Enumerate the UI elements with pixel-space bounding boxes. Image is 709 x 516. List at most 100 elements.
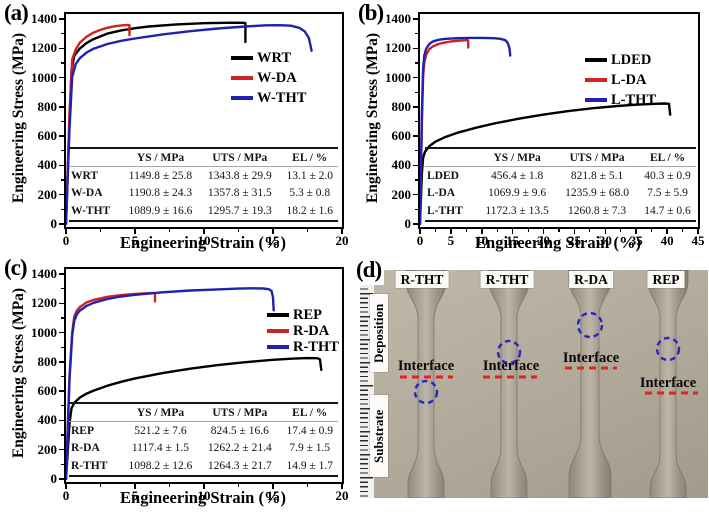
table-row: R-THT 1098.2 ± 12.6 1264.3 ± 21.7 14.9 ± 1.… [69, 457, 338, 475]
interface-label: Interface [562, 350, 620, 366]
x-tick-label: 5 [131, 488, 139, 503]
x-minor-tick [558, 229, 560, 232]
legend: WRT W-DA W-THT [231, 48, 306, 108]
table-cell: 14.7 ± 0.6 [644, 204, 691, 217]
y-tick [59, 448, 64, 451]
x-tick [635, 229, 637, 234]
x-axis-title: Engineering Strain (%) [120, 488, 286, 507]
tensile-specimen [405, 270, 447, 498]
y-tick-label: 400 [37, 412, 58, 428]
table-cell: 40.3 ± 0.9 [644, 169, 691, 182]
legend-label: LDED [611, 51, 652, 68]
y-minor-tick [415, 179, 418, 181]
x-tick-label: 30 [598, 233, 612, 248]
x-tick [666, 229, 668, 234]
y-minor-tick [61, 405, 64, 407]
x-axis-title: Engineering Strain (%) [120, 233, 286, 252]
y-tick [59, 273, 64, 275]
x-tick-label: 10 [475, 233, 489, 248]
legend: REP R-DA R-THT [267, 307, 339, 355]
y-tick [59, 331, 64, 334]
x-minor-tick [496, 229, 498, 232]
x-minor-tick [237, 229, 240, 232]
y-tick [413, 76, 418, 79]
legend-item: L-DA [585, 70, 656, 90]
legend-label: REP [293, 306, 322, 323]
table-cell: 821.8 ± 5.1 [570, 169, 624, 182]
x-tick [341, 484, 343, 489]
legend-swatch [231, 56, 253, 60]
y-tick-label: 1200 [31, 295, 57, 311]
y-tick [59, 419, 64, 422]
curve-WRT [66, 21, 247, 226]
specimen-name-label: R-THT [395, 271, 449, 288]
table-cell: 1098.2 ± 12.6 [128, 459, 193, 472]
y-minor-tick [61, 375, 64, 378]
tensile-specimen [568, 270, 612, 498]
y-minor-tick [61, 120, 64, 123]
y-tick-label: 1200 [385, 40, 411, 56]
table-cell: 7.5 ± 5.9 [647, 187, 688, 200]
table-cell: 1260.8 ± 7.3 [568, 204, 627, 217]
table-header-cell [425, 148, 480, 168]
y-tick [413, 135, 418, 137]
tensile-specimen [488, 270, 530, 498]
table-header-cell: EL / % [639, 148, 696, 168]
results-table-container: YS / MPa UTS / MPa EL / % REP 521.2 ± 7.6 824… [69, 402, 338, 477]
y-minor-tick [61, 317, 64, 319]
x-tick [134, 229, 136, 234]
x-tick-label: 45 [691, 233, 705, 248]
x-minor-tick [168, 484, 171, 487]
fracture-circle [496, 339, 522, 365]
x-tick-label: 20 [537, 233, 551, 248]
stress-strain-curves [66, 21, 313, 226]
y-tick [59, 135, 64, 137]
fracture-circle [655, 336, 681, 362]
legend-swatch [231, 76, 253, 80]
y-tick-label: 600 [37, 128, 58, 144]
x-tick [65, 484, 67, 489]
y-tick [59, 390, 64, 392]
results-table: YS / MPa UTS / MPa EL / % REP 521.2 ± 7.6 824… [69, 402, 338, 477]
legend-swatch [231, 96, 253, 100]
table-cell: 521.2 ± 7.6 [134, 424, 187, 437]
x-axis-title: Engineering Strain (%) [475, 233, 641, 252]
table-cell: 1235.9 ± 68.0 [565, 187, 629, 200]
x-tick [203, 229, 205, 234]
legend-label: W-DA [257, 69, 297, 86]
y-tick-label: 400 [391, 157, 412, 173]
table-cell: 1172.3 ± 13.5 [485, 204, 549, 217]
table-cell: 5.3 ± 0.8 [289, 187, 331, 200]
stress-strain-curves [66, 287, 323, 481]
legend: LDED L-DA L-THT [585, 50, 656, 110]
y-minor-tick [61, 179, 64, 181]
y-tick [59, 18, 64, 20]
table-cell: 824.5 ± 16.6 [210, 424, 269, 437]
panel-b: (b) Engineering Stress (MPa) Engineering… [354, 0, 709, 257]
plot-area [418, 12, 700, 229]
legend-item: LDED [585, 50, 656, 70]
interface-label: Interface [482, 358, 540, 374]
x-minor-tick [99, 484, 102, 487]
curve-R-THT [66, 287, 275, 481]
legend-item: R-DA [267, 323, 339, 339]
table-row: W-THT 1089.9 ± 16.6 1295.7 ± 19.3 18.2 ± 1.… [69, 202, 338, 220]
x-tick [604, 229, 607, 234]
table-cell: R-THT [71, 459, 108, 472]
y-tick-label: 1400 [385, 11, 411, 26]
table-cell: 1117.4 ± 1.5 [131, 442, 190, 455]
x-tick [573, 229, 576, 234]
y-axis-title: Engineering Stress (MPa) [10, 32, 27, 204]
table-header-cell: UTS / MPa [198, 148, 282, 168]
x-tick-label: 0 [62, 233, 70, 248]
table-cell: 17.4 ± 0.9 [286, 424, 334, 437]
panel-label-b: (b) [358, 0, 384, 25]
y-tick [413, 106, 418, 108]
panel-label-a: (a) [4, 0, 29, 25]
y-tick-label: 1200 [31, 40, 57, 56]
y-tick [413, 18, 418, 20]
table-header-cell: YS / MPa [122, 148, 199, 168]
plot-area [64, 12, 344, 229]
table-row: W-DA 1190.8 ± 24.3 1357.8 ± 31.5 5.3 ± 0.8 [69, 185, 338, 202]
deposition-label: Deposition [370, 294, 388, 372]
